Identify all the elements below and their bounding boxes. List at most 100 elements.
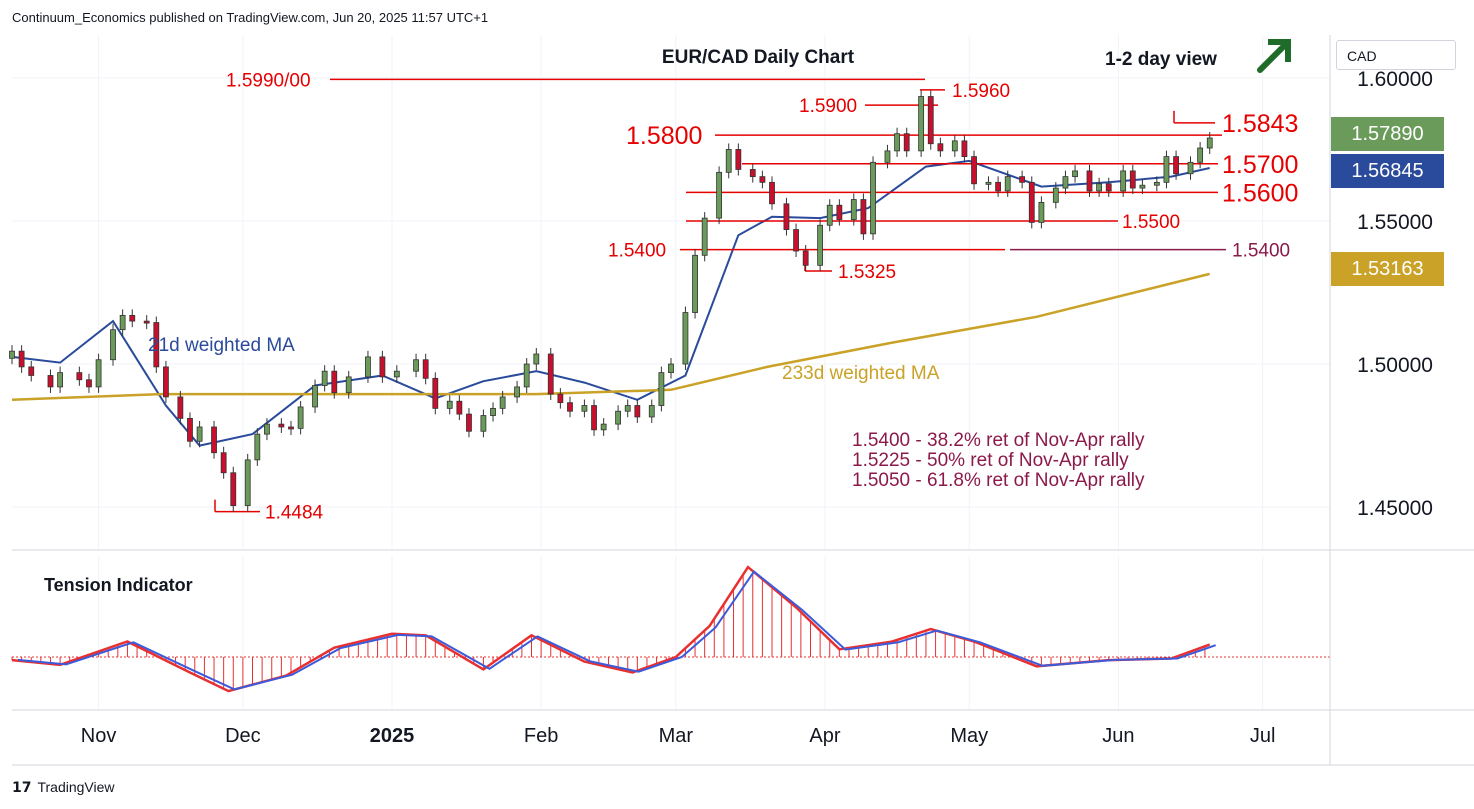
candle-down (971, 156, 977, 185)
candle-up (1052, 187, 1059, 203)
candle-down (903, 133, 910, 152)
candle-down (86, 379, 92, 388)
candle-down (783, 203, 790, 230)
x-tick-label: Dec (225, 725, 261, 747)
level-label: 1.5990/00 (226, 70, 311, 91)
candle-up (254, 433, 261, 461)
candle-up (624, 405, 631, 412)
candle-up (951, 140, 958, 152)
candle-down (18, 350, 25, 368)
candle-up (1153, 181, 1160, 186)
candle-up (321, 370, 328, 386)
currency-selector[interactable]: CAD (1336, 40, 1456, 70)
support-resistance-levels (214, 78, 1226, 513)
candle-up (365, 356, 371, 378)
tradingview-logo[interactable]: 17 TradingView (12, 779, 115, 796)
candle-up (9, 350, 15, 359)
candle-up (884, 150, 891, 163)
candle-down (379, 356, 386, 378)
x-tick-label: Jun (1102, 725, 1134, 747)
candle-up (581, 405, 588, 412)
publisher-note: Continuum_Economics published on Trading… (12, 10, 489, 25)
tv-logo-text: TradingView (37, 779, 115, 795)
y-tick-label: 1.45000 (1357, 497, 1433, 520)
candle-down (1173, 156, 1179, 175)
candle-up (1206, 137, 1213, 149)
candle-up (918, 96, 925, 152)
candle-down (466, 413, 472, 432)
candle-up (682, 312, 689, 365)
tension-line-blue (17, 570, 1217, 691)
candle-up (499, 396, 506, 409)
candle-up (870, 161, 876, 235)
candle-up (1062, 176, 1069, 189)
candle-down (129, 314, 136, 322)
candle-up (446, 400, 453, 409)
candle-up (668, 363, 674, 374)
candle-down (47, 375, 54, 388)
candle-down (422, 359, 429, 379)
candle-down (76, 372, 83, 381)
wma21-label: 21d weighted MA (148, 335, 295, 356)
tv-logo-icon: 17 (12, 780, 32, 796)
last-price-badge: 1.57890 (1331, 117, 1444, 151)
candle-down (331, 370, 338, 394)
candle-up (817, 224, 824, 266)
arrow-head (1268, 39, 1291, 62)
x-tick-label: Mar (659, 725, 694, 747)
level-label: 1.5700 (1222, 151, 1298, 179)
level-label: 1.5960 (952, 81, 1010, 102)
candle-down (230, 472, 237, 507)
candle-up (648, 405, 655, 418)
candle-down (557, 393, 564, 404)
candle-down (432, 377, 439, 409)
candle-up (725, 149, 732, 173)
level-label: 1.5900 (799, 96, 857, 117)
candle-up (1197, 147, 1204, 163)
candle-up (600, 423, 607, 431)
candle-down (1019, 176, 1026, 183)
wma233-line (11, 272, 1211, 402)
candle-up (393, 370, 400, 378)
candle-down (153, 322, 160, 368)
candle-up (533, 353, 540, 365)
candle-down (759, 176, 766, 183)
wma21-value-badge: 1.56845 (1331, 154, 1444, 188)
chart-title: EUR/CAD Daily Chart (662, 47, 855, 68)
candle-up (658, 372, 665, 406)
x-tick-label: May (950, 725, 988, 747)
wma233-label: 233d weighted MA (782, 363, 940, 384)
candle-down (187, 417, 193, 442)
level-label: 1.5800 (626, 122, 702, 150)
candle-up (1187, 161, 1194, 175)
axes: 1.60000 1.55000 1.50000 1.45000 Nov Dec 2025 Fe… (12, 35, 1474, 766)
level-label: 1.5843 (1222, 110, 1298, 138)
candle-up (692, 254, 698, 313)
candle-up (1139, 184, 1146, 189)
candle-down (961, 140, 968, 157)
candle-up (345, 376, 352, 394)
candle-up (413, 359, 419, 372)
candle-down (634, 405, 641, 418)
candle-up (480, 415, 487, 432)
candle-up (196, 426, 203, 442)
candle-down (1129, 170, 1136, 189)
y-tick-label: 1.50000 (1357, 354, 1433, 377)
candle-up (264, 423, 270, 435)
x-tick-label: Feb (524, 725, 558, 747)
candle-down (769, 181, 775, 205)
candle-down (547, 353, 554, 395)
wma233-value-badge: 1.53163 (1331, 252, 1444, 286)
candle-up (95, 359, 102, 388)
level-label: 1.5400 (608, 241, 666, 262)
candle-up (57, 372, 64, 388)
candle-up (894, 133, 900, 152)
level-label: 1.5400 (1232, 241, 1290, 262)
candle-up (490, 407, 496, 416)
grid (12, 35, 1330, 710)
fib-annotation: 1.5400 - 38.2% ret of Nov-Apr rally (852, 430, 1145, 451)
x-tick-label: Apr (809, 725, 840, 747)
candle-down (177, 396, 184, 419)
candle-up (716, 171, 723, 219)
